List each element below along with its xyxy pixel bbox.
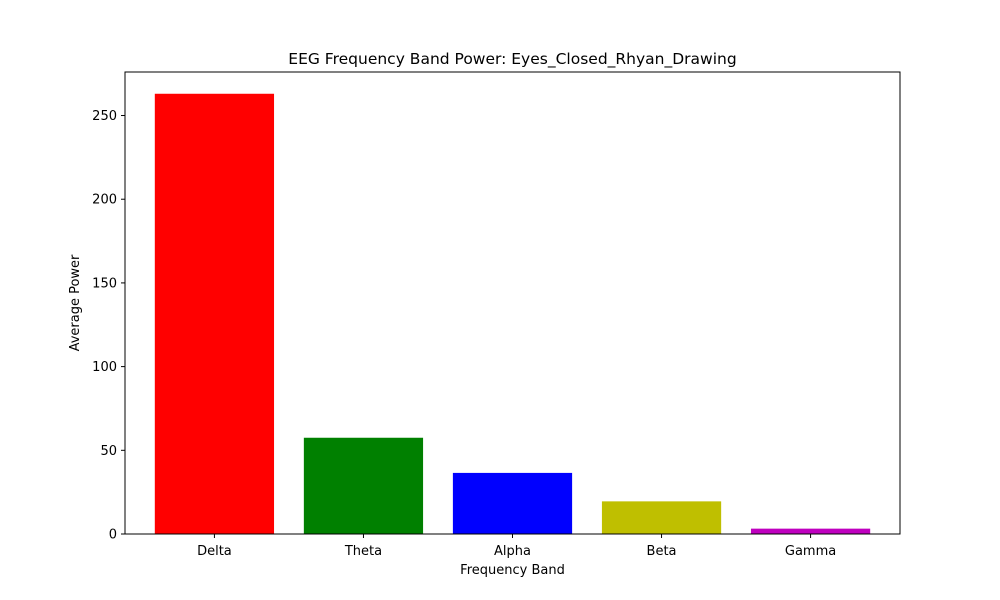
x-tick-label: Alpha bbox=[494, 544, 531, 559]
bar-beta bbox=[601, 501, 722, 534]
y-tick-label: 100 bbox=[92, 360, 117, 375]
x-axis-label: Frequency Band bbox=[460, 563, 565, 578]
chart-title: EEG Frequency Band Power: Eyes_Closed_Rh… bbox=[288, 50, 736, 69]
y-tick-label: 150 bbox=[92, 276, 117, 291]
x-tick-label: Gamma bbox=[785, 544, 836, 559]
bar-gamma bbox=[750, 528, 871, 534]
y-axis-label: Average Power bbox=[68, 254, 83, 351]
y-tick-label: 50 bbox=[100, 444, 117, 459]
y-axis: 0 50 100 150 200 250 bbox=[92, 109, 125, 543]
bar-alpha bbox=[452, 472, 573, 534]
y-tick-label: 200 bbox=[92, 193, 117, 208]
x-axis: Delta Theta Alpha Beta Gamma bbox=[197, 534, 836, 559]
bars-layer bbox=[154, 93, 871, 535]
x-tick-label: Delta bbox=[197, 544, 232, 559]
x-tick-label: Theta bbox=[344, 544, 382, 559]
y-tick-label: 0 bbox=[109, 528, 117, 543]
bar-delta bbox=[154, 93, 275, 535]
plot-area-frame bbox=[124, 71, 901, 535]
y-tick-label: 250 bbox=[92, 109, 117, 124]
x-tick-label: Beta bbox=[647, 544, 677, 559]
bar-theta bbox=[303, 437, 424, 534]
